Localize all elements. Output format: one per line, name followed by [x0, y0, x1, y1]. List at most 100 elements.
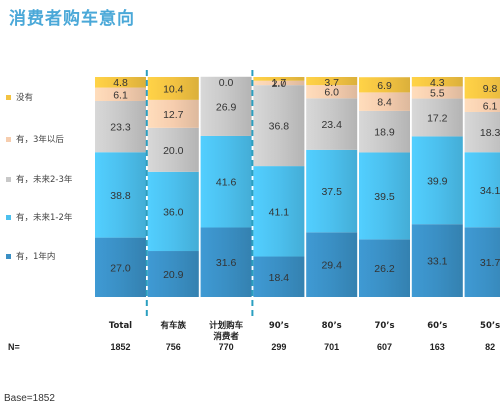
- n-value: 1852: [110, 342, 130, 352]
- bar-segment: [359, 110, 410, 153]
- data-label: 4.8: [113, 77, 128, 89]
- n-value: 607: [377, 342, 392, 352]
- bar-segment: [464, 227, 500, 297]
- data-label: 36.8: [269, 121, 290, 133]
- data-label: 27.0: [110, 262, 131, 274]
- data-label: 6.9: [377, 80, 392, 92]
- legend-label: 有，3年以后: [16, 134, 64, 145]
- data-label: 37.5: [321, 186, 342, 198]
- n-row-label: N=: [8, 342, 20, 352]
- data-label: 10.4: [163, 83, 184, 95]
- legend-label: 有，未来2-3年: [16, 174, 73, 185]
- data-label: 36.0: [163, 206, 184, 218]
- base-note: Base=1852: [4, 393, 55, 404]
- bar-segment: [253, 166, 305, 257]
- bar-segment: [95, 77, 146, 88]
- bar-segment: [464, 98, 500, 112]
- bar-segment: [253, 256, 305, 297]
- bar-segment: [411, 136, 463, 225]
- data-label: 6.0: [324, 87, 339, 99]
- category-label: 消费者: [213, 331, 239, 342]
- data-label: 5.5: [430, 88, 445, 100]
- data-label: 38.8: [110, 190, 131, 202]
- bar-segment: [95, 152, 146, 238]
- bar-segment: [95, 100, 146, 153]
- data-label: 41.6: [216, 177, 237, 189]
- category-label: Total: [109, 321, 132, 331]
- data-label: 31.7: [480, 257, 500, 269]
- n-value: 299: [271, 342, 286, 352]
- data-label: 23.3: [110, 122, 131, 134]
- legend-label: 有，1年内: [16, 251, 55, 262]
- n-value: 701: [324, 342, 339, 352]
- data-label: 2.0: [272, 78, 287, 90]
- bar-segment: [359, 239, 410, 297]
- data-label: 0.0: [219, 77, 234, 89]
- bar-segment: [306, 85, 358, 99]
- data-label: 33.1: [427, 256, 448, 268]
- legend-swatch: [6, 95, 11, 100]
- data-label: 4.3: [430, 77, 445, 89]
- data-label: 34.1: [480, 185, 500, 197]
- bar-segment: [359, 152, 410, 240]
- page-title: 消费者购车意向: [9, 9, 135, 29]
- category-label: 60’s: [427, 321, 447, 331]
- data-label: 1.7: [272, 77, 287, 89]
- bar-segment: [306, 232, 358, 297]
- data-label: 41.1: [269, 206, 290, 218]
- data-label: 26.9: [216, 101, 237, 113]
- bar-segment: [464, 111, 500, 153]
- bar-segment: [359, 77, 410, 93]
- category-label: 70’s: [374, 321, 394, 331]
- bar-segment: [253, 85, 305, 167]
- data-label: 18.9: [374, 127, 395, 139]
- data-label: 39.9: [427, 175, 448, 187]
- category-label: 50’s: [480, 321, 500, 331]
- data-label: 8.4: [377, 97, 392, 109]
- category-label: 80’s: [322, 321, 342, 331]
- bar-segment: [147, 251, 199, 297]
- bar-segment: [306, 149, 358, 233]
- data-label: 3.7: [324, 77, 339, 89]
- data-label: 20.0: [163, 145, 184, 157]
- bar-segment: [95, 237, 146, 297]
- bar-segment: [147, 127, 199, 172]
- bar-segment: [200, 76, 252, 136]
- bar-segment: [253, 80, 305, 86]
- legend-swatch: [6, 254, 11, 259]
- bar-segment: [306, 98, 358, 150]
- category-label: 90’s: [269, 321, 289, 331]
- data-label: 20.9: [163, 269, 184, 281]
- data-label: 12.7: [163, 109, 184, 121]
- bar-segment: [147, 171, 199, 252]
- bar-segment: [200, 227, 252, 297]
- category-label: 计划购车: [209, 320, 244, 331]
- legend-label: 有，未来1-2年: [16, 212, 73, 223]
- n-value: 770: [219, 342, 234, 352]
- data-label: 39.5: [374, 191, 395, 203]
- bar-segment: [95, 87, 146, 101]
- legend-swatch: [6, 177, 11, 182]
- data-label: 23.4: [321, 119, 342, 131]
- n-value: 756: [166, 342, 181, 352]
- data-label: 29.4: [321, 260, 342, 272]
- data-label: 26.2: [374, 263, 395, 275]
- bar-segment: [253, 77, 305, 81]
- bar-segment: [200, 135, 252, 228]
- bar-segment: [411, 224, 463, 297]
- data-label: 6.1: [483, 100, 498, 112]
- n-value: 163: [430, 342, 445, 352]
- bar-segment: [306, 77, 358, 86]
- bar-segment: [411, 77, 463, 87]
- bar-segment: [147, 77, 199, 100]
- bar-segment: [359, 92, 410, 111]
- data-label: 9.8: [483, 83, 498, 95]
- data-label: 18.4: [269, 272, 290, 284]
- legend-label: 没有: [16, 92, 33, 103]
- bar-segment: [411, 98, 463, 137]
- bar-segment: [147, 99, 199, 128]
- data-label: 17.2: [427, 112, 448, 124]
- category-label: 有车族: [161, 320, 187, 331]
